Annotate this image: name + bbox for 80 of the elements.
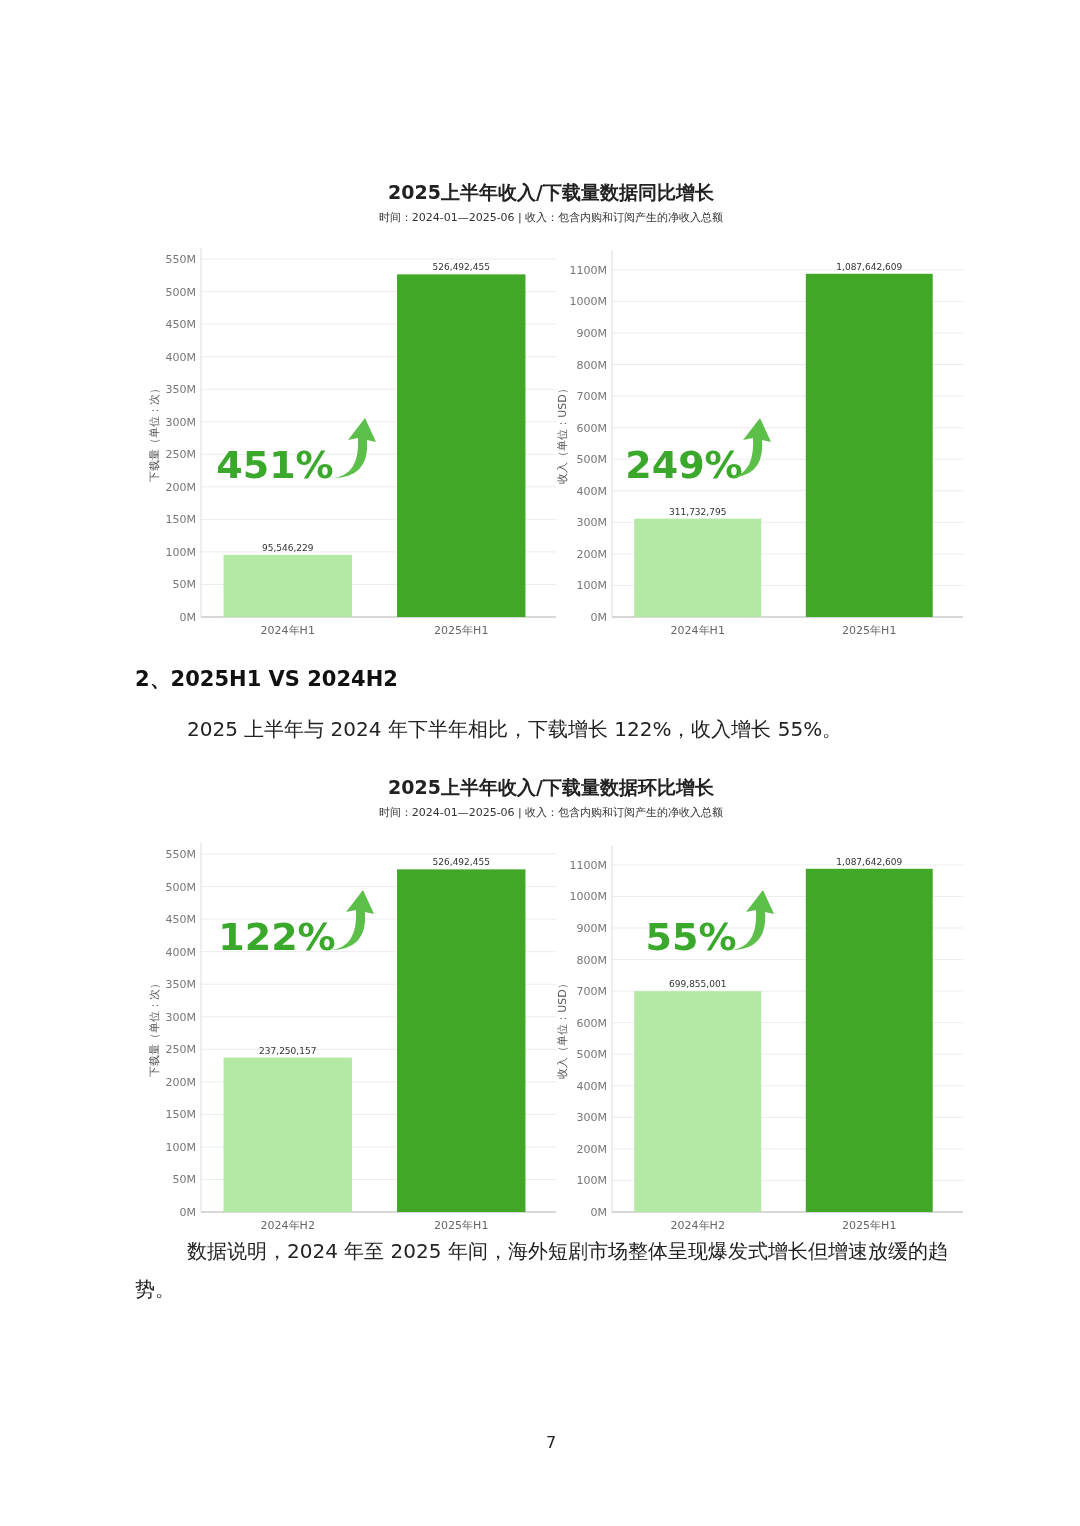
y-tick-label: 550M (165, 253, 196, 267)
chart-title: 2025上半年收入/下载量数据环比增长 (388, 776, 715, 798)
annotation: 451% (216, 443, 334, 487)
y-tick-label: 400M (165, 350, 196, 364)
data-label: 526,492,455 (432, 262, 490, 273)
y-tick-label: 200M (165, 480, 196, 494)
y-tick-label: 500M (576, 1048, 607, 1062)
x-tick-label: 2025年H1 (434, 1219, 489, 1232)
text: 2025 上半年与 2024 年下半年相比，下载增长 122%，收入增长 55%。 (187, 716, 844, 743)
chart-subtitle: 时间：2024-01—2025-06 | 收入：包含内购和订阅产生的净收入总额 (378, 211, 724, 224)
text: 7 (545, 1433, 557, 1452)
y-tick-label: 600M (576, 1016, 607, 1030)
data-label: 1,087,642,609 (836, 856, 903, 867)
y-tick-label: 200M (576, 1142, 607, 1156)
y-tick-label: 800M (576, 358, 607, 372)
y-axis-title: 收入（单位：USD） (556, 383, 569, 484)
y-tick-label: 1000M (569, 890, 607, 904)
y-tick-label: 100M (165, 1140, 196, 1154)
y-tick-label: 350M (165, 978, 196, 992)
y-tick-label: 0M (179, 611, 196, 624)
y-tick-label: 500M (576, 453, 607, 467)
x-tick-label: 2025年H1 (842, 1219, 897, 1232)
chart-title: 2025上半年收入/下载量数据同比增长 (388, 181, 715, 203)
y-axis-title: 下载量（单位：次） (148, 978, 161, 1077)
annotation: 249% (625, 443, 743, 487)
y-tick-label: 800M (576, 953, 607, 967)
y-tick-label: 500M (165, 285, 196, 299)
y-tick-label: 100M (576, 1174, 607, 1188)
y-tick-label: 900M (576, 326, 607, 340)
data-label: 311,732,795 (669, 506, 727, 517)
y-tick-label: 200M (576, 547, 607, 561)
annotation: 122% (218, 915, 336, 959)
x-tick-label: 2024年H1 (260, 624, 315, 637)
y-tick-label: 500M (165, 880, 196, 894)
chart-subtitle: 时间：2024-01—2025-06 | 收入：包含内购和订阅产生的净收入总额 (378, 806, 724, 819)
y-tick-label: 700M (576, 985, 607, 999)
y-tick-label: 300M (165, 1010, 196, 1024)
x-tick-label: 2024年H1 (670, 624, 725, 637)
y-tick-label: 450M (165, 318, 196, 332)
y-axis-title: 收入（单位：USD） (556, 978, 569, 1079)
x-tick-label: 2024年H2 (260, 1219, 315, 1232)
y-tick-label: 0M (590, 1206, 607, 1219)
y-tick-label: 400M (576, 1079, 607, 1093)
data-label: 526,492,455 (432, 857, 490, 868)
y-tick-label: 150M (165, 1108, 196, 1122)
x-tick-label: 2024年H2 (670, 1219, 725, 1232)
y-tick-label: 700M (576, 390, 607, 404)
y-tick-label: 50M (172, 1173, 196, 1187)
y-tick-label: 300M (576, 516, 607, 530)
y-tick-label: 1100M (569, 858, 607, 872)
y-tick-label: 50M (172, 578, 196, 592)
data-label: 699,855,001 (669, 979, 727, 990)
y-tick-label: 300M (576, 1111, 607, 1125)
y-tick-label: 100M (576, 579, 607, 593)
data-label: 1,087,642,609 (836, 261, 903, 272)
data-label: 95,546,229 (261, 542, 314, 553)
y-axis-title: 下载量（单位：次） (148, 383, 161, 482)
y-tick-label: 450M (165, 913, 196, 927)
y-tick-label: 400M (165, 945, 196, 959)
x-tick-label: 2025年H1 (842, 624, 897, 637)
y-tick-label: 250M (165, 448, 196, 462)
text: 2、2025H1 VS 2024H2 (135, 667, 398, 691)
y-tick-label: 300M (165, 415, 196, 429)
y-tick-label: 400M (576, 484, 607, 498)
y-tick-label: 0M (590, 611, 607, 624)
y-tick-label: 550M (165, 848, 196, 862)
y-tick-label: 600M (576, 421, 607, 435)
y-tick-label: 150M (165, 513, 196, 527)
y-tick-label: 1000M (569, 295, 607, 309)
x-tick-label: 2025年H1 (434, 624, 489, 637)
y-tick-label: 350M (165, 383, 196, 397)
y-tick-label: 1100M (569, 263, 607, 277)
annotation: 55% (645, 915, 737, 959)
y-tick-label: 900M (576, 921, 607, 935)
y-tick-label: 200M (165, 1075, 196, 1089)
y-tick-label: 0M (179, 1206, 196, 1219)
text: 数据说明，2024 年至 2025 年间，海外短剧市场整体呈现爆发式增长但增速放缓的趋势。 (135, 1238, 949, 1303)
data-label: 237,250,157 (259, 1045, 317, 1056)
y-tick-label: 250M (165, 1043, 196, 1057)
y-tick-label: 100M (165, 545, 196, 559)
